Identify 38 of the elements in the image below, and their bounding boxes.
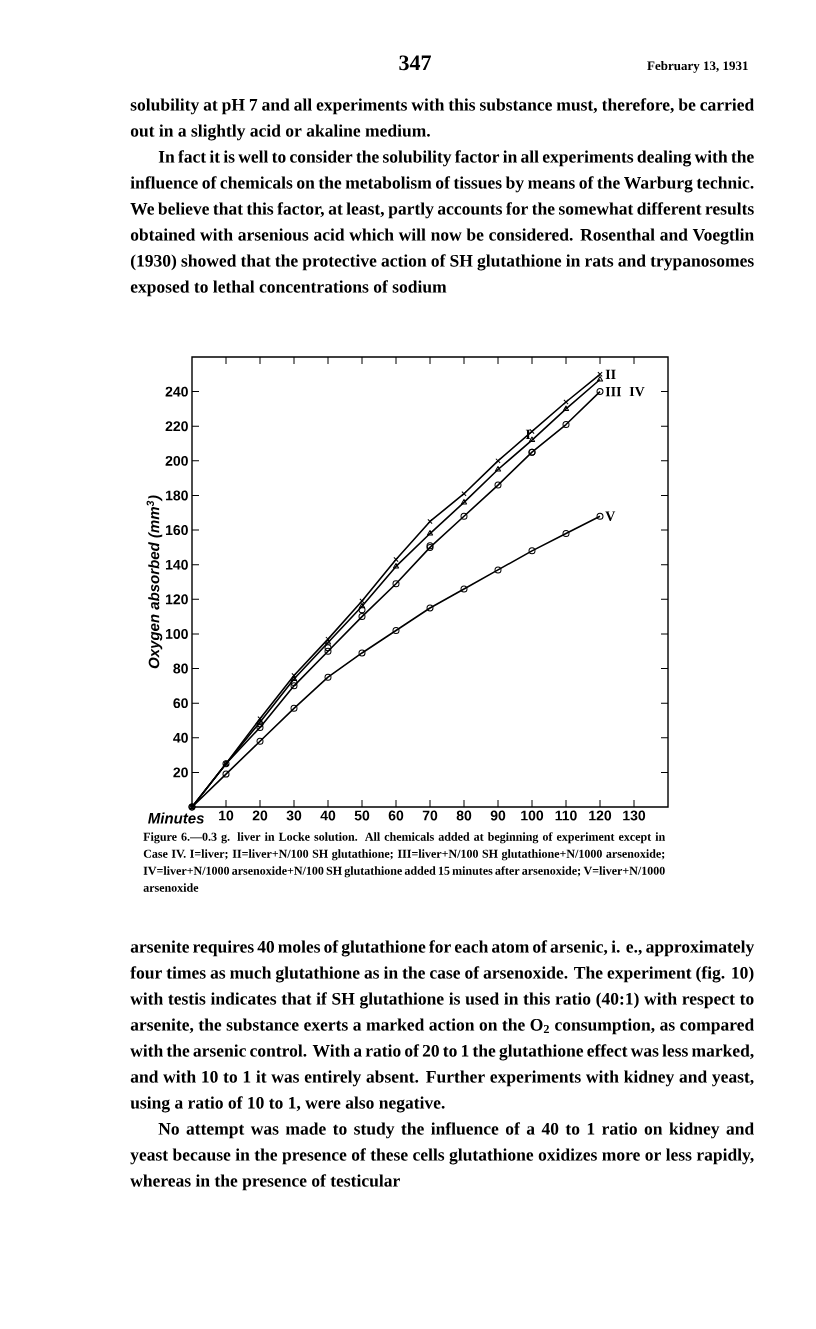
y-tick-label: 240 — [165, 386, 188, 397]
text: February 13, 1931 — [647, 60, 748, 73]
y-tick-label: 80 — [173, 663, 188, 674]
y-tick-label: 160 — [165, 525, 188, 536]
caption: Figure 6.—0.3 g. liver in Locke solution. All chemicals added at beginning of experiment except in Case IV. I=liver; II=liver+N/100 SH glutathione; III=liver+N/100 SH glutathione+N/1000 arsenoxide; IV=liver+N/1000 arsenoxide+N/100 SH glutathione added 15 minutes after arsenoxide; V=liver+N/1000 arsenoxide — [143, 832, 666, 892]
y-tick-label: 180 — [165, 490, 188, 501]
y-tick-label: 220 — [165, 421, 188, 432]
text: No attempt was made to study the influence of a 40 to 1 ratio on kidney and yeast because in the presence of these cells glutathione oxidizes more or less rapidly, whereas in the presence of testicular — [130, 1122, 754, 1191]
text: solubility at pH 7 and all experiments with this substance must, therefore, be carried out in a slightly acid or akaline medium. — [130, 98, 755, 141]
x-axis-title: Minutes — [148, 812, 204, 824]
series-label: II — [605, 369, 616, 379]
series-label: III — [605, 387, 622, 397]
legend-label: IV — [629, 386, 645, 397]
x-tick-label: 30 — [286, 810, 302, 821]
series-label: V — [605, 511, 616, 521]
y-tick-label: 120 — [165, 594, 188, 605]
x-tick-label: 90 — [490, 810, 506, 821]
x-tick-label: 100 — [521, 810, 544, 821]
x-tick-label: 130 — [623, 810, 646, 821]
x-tick-label: 20 — [252, 810, 268, 821]
y-tick-label: 140 — [165, 559, 188, 570]
x-tick-label: 110 — [555, 810, 577, 821]
x-tick-label: 50 — [354, 810, 370, 821]
x-tick-label: 80 — [456, 810, 472, 821]
x-tick-label: 40 — [320, 810, 336, 821]
x-tick-label: 10 — [219, 810, 234, 821]
y-tick-label: 40 — [173, 732, 188, 743]
y-tick-label: 60 — [173, 698, 188, 709]
text: arsenite requires 40 moles of glutathione for each atom of arsenic, i. e., approximately four times as much glutathione as in the case of arsenoxide. The experiment (fig. 10) with testis indicates that if SH glutathione is used in this ratio (40:1) with respect to arsenite, the substance exerts a marked action on the O$_{2}$ consumption, as compared with the arsenic control. With a ratio of 20 to 1 the glutathione effect was less marked, and with 10 to 1 it was entirely absent. Further experiments with kidney and yeast, using a ratio of 10 to 1, were also negative. — [130, 940, 755, 1113]
x-tick-label: 120 — [589, 810, 612, 821]
y-axis-title: Oxygen absorbed (mm$^{3}$) — [146, 495, 163, 669]
x-tick-label: 70 — [422, 810, 438, 821]
text: In fact it is well to consider the solubility factor in all experiments dealing with the influence of chemicals on the metabolism of tissues by means of the Warburg technic. We believe that this factor, at least, partly accounts for the somewhat different results obtained with arsenious acid which will now be considered. Rosenthal and Voegtlin (1930) showed that the protective action of SH glutathione in rats and trypanosomes exposed to lethal concentrations of sodium — [130, 150, 754, 297]
x-tick-label: 60 — [388, 810, 404, 821]
text: 347 — [399, 55, 431, 71]
y-tick-label: 20 — [173, 767, 188, 778]
y-tick-label: 100 — [165, 628, 188, 639]
y-tick-label: 200 — [165, 455, 188, 466]
